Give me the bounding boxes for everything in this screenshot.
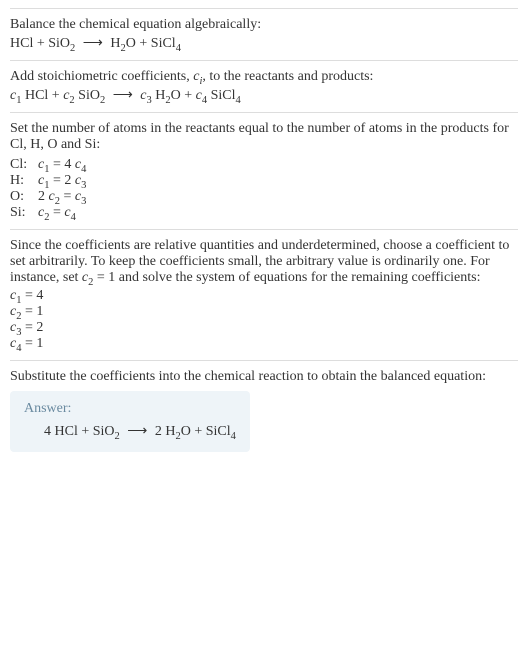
answer-label: Answer: [24,401,236,417]
section-solve: Since the coefficients are relative quan… [10,229,518,360]
solve-intro: Since the coefficients are relative quan… [10,238,518,286]
reactant-1: HCl [10,36,33,51]
section-problem: Balance the chemical equation algebraica… [10,8,518,60]
coeff-value: c3 = 2 [10,320,518,336]
answer-intro: Substitute the coefficients into the che… [10,369,518,385]
section-constraints: Set the number of atoms in the reactants… [10,112,518,229]
section-coefficients: Add stoichiometric coefficients, ci, to … [10,60,518,112]
element-label: H: [10,173,32,189]
unbalanced-equation: HCl + SiO2 ⟶ H2O + SiCl4 [10,35,518,52]
constraint-eq: c1 = 4 c4 [38,157,86,173]
section-answer: Substitute the coefficients into the che… [10,360,518,460]
constraints-list: Cl: c1 = 4 c4 H: c1 = 2 c3 O: 2 c2 = c3 … [10,157,518,221]
plus: + [136,36,151,51]
plus: + [33,36,48,51]
element-label: Si: [10,205,32,221]
solved-coefficients: c1 = 4 c2 = 1 c3 = 2 c4 = 1 [10,288,518,352]
constraint-row: Cl: c1 = 4 c4 [10,157,518,173]
product-2: SiCl4 [151,36,181,51]
reactant-2: SiO2 [48,36,75,51]
arrow-icon: ⟶ [123,424,151,439]
arrow-icon: ⟶ [109,88,137,103]
balanced-equation: 4 HCl + SiO2 ⟶ 2 H2O + SiCl4 [24,423,236,440]
problem-intro: Balance the chemical equation algebraica… [10,17,518,33]
coeff-value: c2 = 1 [10,304,518,320]
coeff-value: c1 = 4 [10,288,518,304]
constraint-eq: c2 = c4 [38,205,76,221]
constraint-row: O: 2 c2 = c3 [10,189,518,205]
coeff-value: c4 = 1 [10,336,518,352]
constraint-eq: c1 = 2 c3 [38,173,86,189]
constraint-row: H: c1 = 2 c3 [10,173,518,189]
constraint-row: Si: c2 = c4 [10,205,518,221]
element-label: O: [10,189,32,205]
arrow-icon: ⟶ [79,36,107,51]
element-label: Cl: [10,157,32,173]
constraint-eq: 2 c2 = c3 [38,189,86,205]
answer-box: Answer: 4 HCl + SiO2 ⟶ 2 H2O + SiCl4 [10,391,250,452]
product-1: H2O [110,36,136,51]
coefficients-intro: Add stoichiometric coefficients, ci, to … [10,69,518,85]
constraints-intro: Set the number of atoms in the reactants… [10,121,518,153]
coeff-equation: c1 HCl + c2 SiO2 ⟶ c3 H2O + c4 SiCl4 [10,87,518,104]
